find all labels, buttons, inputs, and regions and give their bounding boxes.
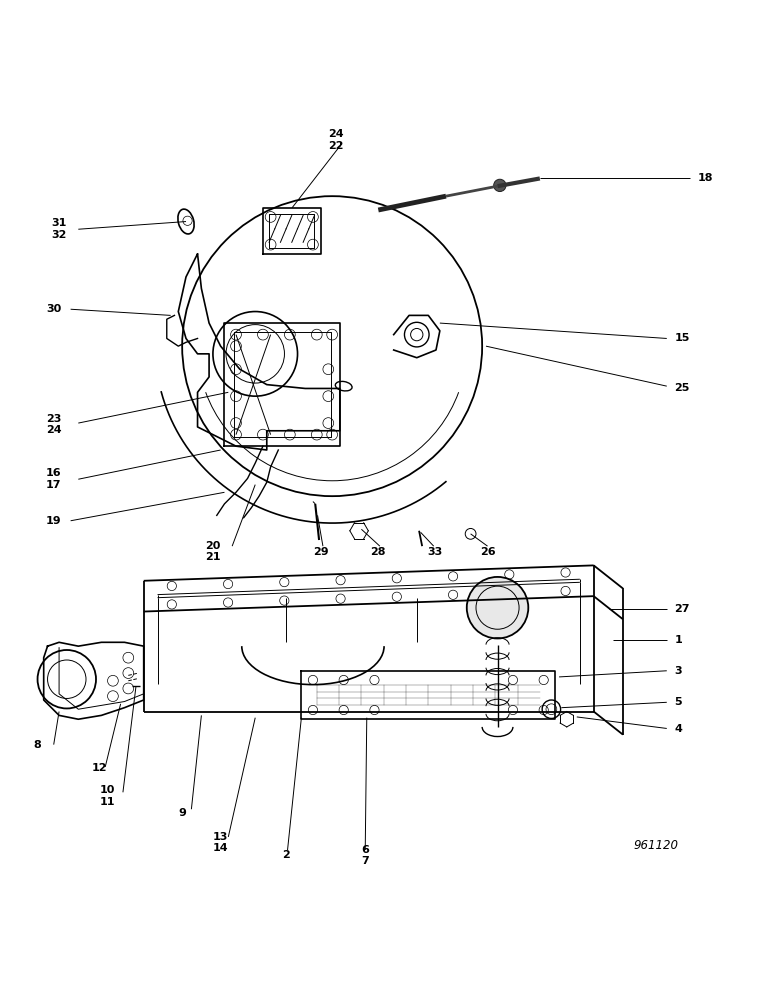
Text: 16
17: 16 17: [46, 468, 62, 490]
Circle shape: [493, 179, 506, 192]
Text: 1: 1: [675, 635, 682, 645]
Text: 31
32: 31 32: [52, 218, 66, 240]
Text: 19: 19: [46, 516, 62, 526]
Text: 12: 12: [92, 763, 107, 773]
Text: 30: 30: [46, 304, 61, 314]
Text: 4: 4: [675, 724, 682, 734]
Text: 5: 5: [675, 697, 682, 707]
Text: 9: 9: [178, 808, 186, 818]
Text: 6
7: 6 7: [361, 845, 369, 866]
Text: 28: 28: [371, 547, 386, 557]
Text: 25: 25: [675, 383, 690, 393]
Text: 13
14: 13 14: [213, 832, 229, 853]
Text: 10
11: 10 11: [100, 785, 115, 807]
Text: 27: 27: [675, 604, 690, 614]
Text: 29: 29: [313, 547, 328, 557]
Text: 26: 26: [480, 547, 496, 557]
Text: 8: 8: [34, 740, 42, 750]
Text: 33: 33: [427, 547, 442, 557]
Text: 961120: 961120: [633, 839, 679, 852]
Text: 24
22: 24 22: [328, 129, 344, 151]
Circle shape: [467, 577, 528, 638]
Text: 18: 18: [698, 173, 713, 183]
Text: 23
24: 23 24: [46, 414, 62, 435]
Text: 20
21: 20 21: [205, 541, 221, 562]
Text: 15: 15: [675, 333, 690, 343]
Text: 3: 3: [675, 666, 682, 676]
Text: 2: 2: [282, 850, 290, 860]
